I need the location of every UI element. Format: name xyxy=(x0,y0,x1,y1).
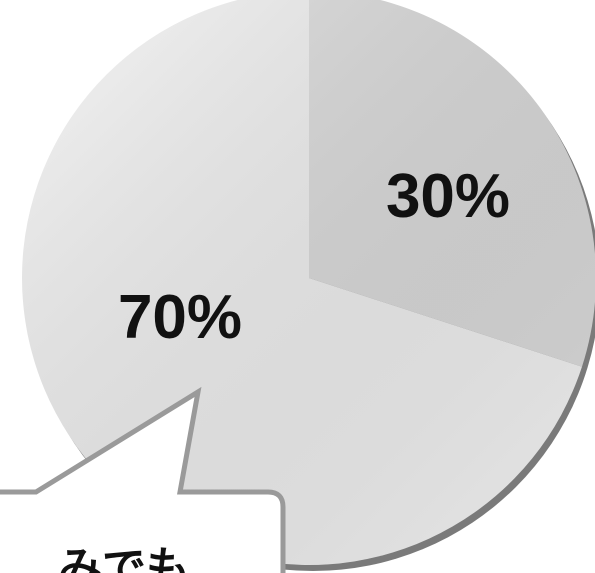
speech-bubble-callout xyxy=(0,386,286,573)
slice-label-30: 30% xyxy=(386,162,510,231)
callout-text: みでも xyxy=(58,543,190,573)
slice-label-70: 70% xyxy=(118,283,242,352)
